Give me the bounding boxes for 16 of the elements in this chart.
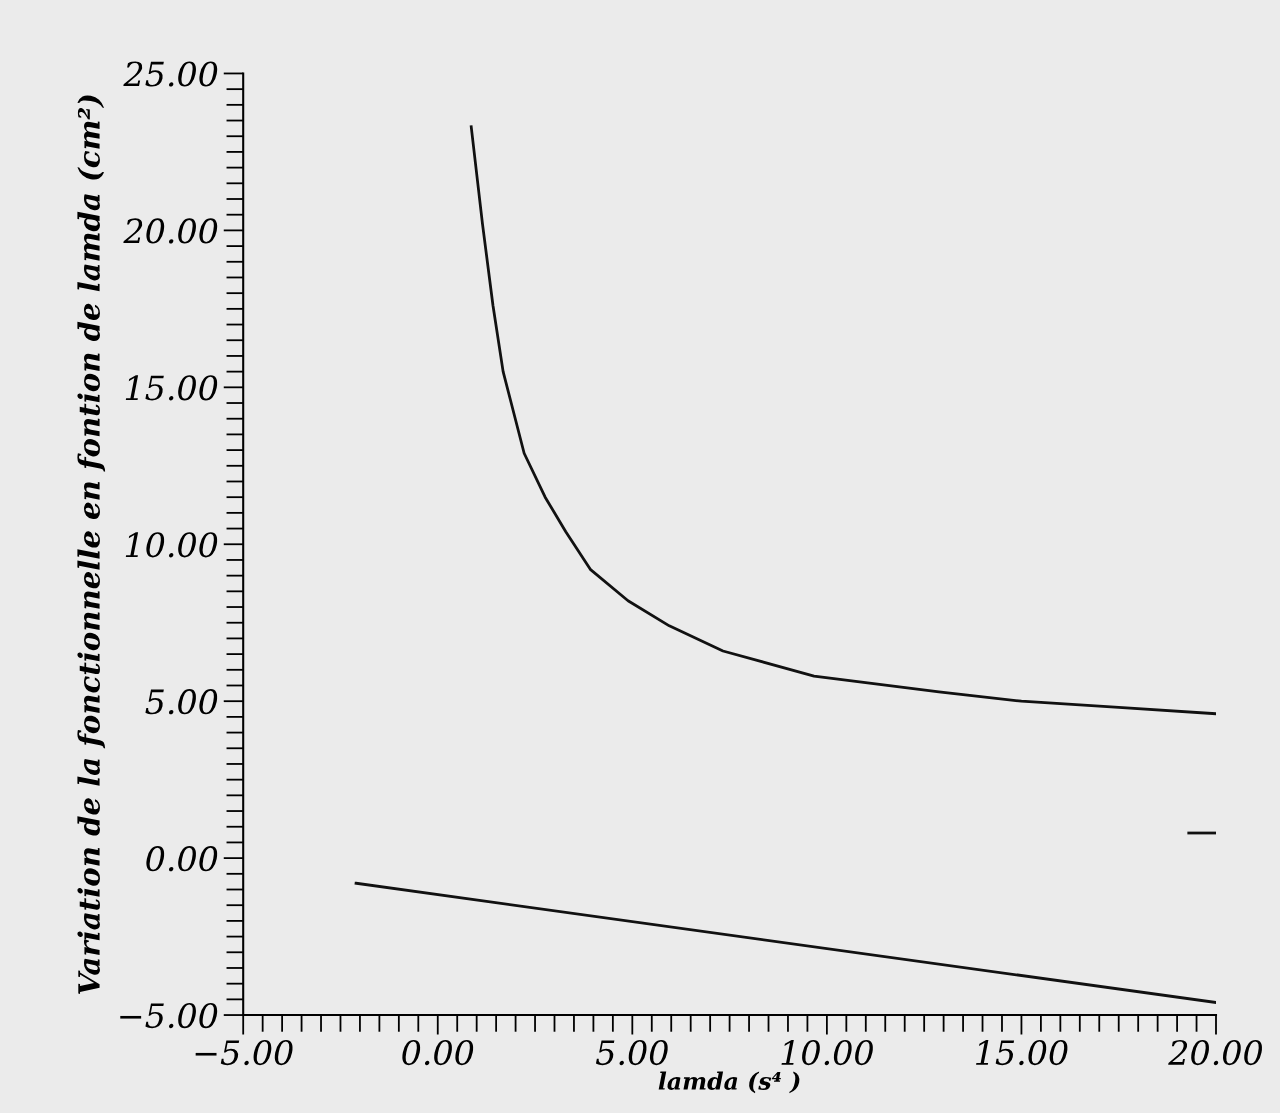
x-tick-label: −5.00 [195, 1039, 293, 1066]
y-tick-label: 15.00 [125, 375, 218, 401]
y-tick-label: 25.00 [123, 61, 218, 87]
x-tick-label: 20.00 [1168, 1039, 1262, 1066]
x-tick-label: 5.00 [595, 1039, 668, 1066]
y-axis-title: Variation de la fonctionnelle en fontion de lamda (cm²) [77, 95, 106, 994]
x-tick-label: 10.00 [781, 1039, 873, 1066]
y-tick-label: −5.00 [120, 1002, 218, 1029]
x-tick-label: 0.00 [402, 1039, 474, 1066]
y-tick-label: 0.00 [146, 846, 218, 872]
x-tick-label: 15.00 [976, 1039, 1068, 1066]
x-axis-title: lamda (s⁴ ) [658, 1071, 800, 1094]
y-tick-label: 20.00 [123, 218, 218, 244]
y-tick-label: 10.00 [125, 532, 218, 558]
line-series [469, 125, 1216, 716]
y-tick-label: 5.00 [145, 689, 218, 715]
